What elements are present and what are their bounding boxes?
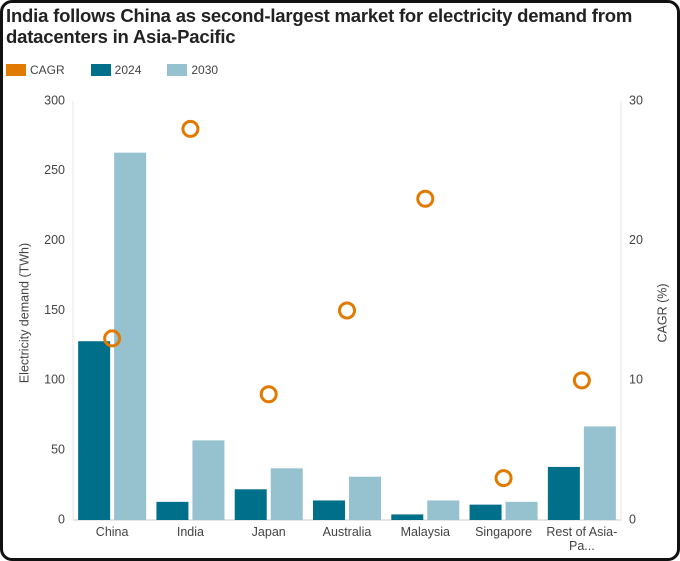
bar (547, 466, 580, 520)
bar (583, 426, 616, 520)
legend-swatch (167, 64, 188, 76)
marker (181, 119, 200, 138)
y2-tick-label: 20 (629, 233, 643, 247)
marker (259, 385, 278, 404)
y2-tick-label: 30 (629, 93, 643, 107)
legend-label: 2024 (114, 63, 142, 77)
legend-label: 2030 (191, 63, 219, 77)
legend-item: 2024 (90, 63, 142, 77)
marker (103, 329, 122, 348)
y-tick-label: 250 (44, 163, 65, 177)
x-tick-label: Malaysia (400, 525, 450, 539)
bar (427, 500, 460, 520)
bar (505, 501, 538, 520)
bar (469, 504, 502, 520)
bar (192, 440, 225, 520)
bar (313, 500, 345, 520)
y-tick-label: 300 (44, 93, 65, 107)
legend-item: 2030 (167, 63, 218, 77)
marker (494, 469, 513, 488)
x-tick-label: China (95, 525, 129, 539)
legend-swatch (6, 64, 26, 76)
marker (338, 301, 356, 320)
y2-tick-label: 10 (629, 373, 643, 387)
x-tick-label: Singapore (475, 525, 533, 539)
legend-label: CAGR (30, 63, 65, 77)
chart: Electricity demand (TWh) CAGR (%) 050100… (17, 93, 669, 526)
y-tick-label: 50 (51, 442, 65, 456)
y-tick-label: 200 (44, 233, 65, 247)
bar (156, 501, 189, 520)
bar (349, 476, 381, 520)
y-tick-label: 150 (44, 303, 65, 317)
y-tick-label: 0 (58, 512, 65, 526)
legend-item: CAGR (6, 63, 65, 77)
x-tick-label: Rest of Asia-Pa... (546, 525, 618, 553)
y2-axis-title: CAGR (%) (655, 283, 669, 342)
x-tick-label: India (176, 525, 204, 539)
x-tick-label: Japan (251, 525, 286, 539)
bar (78, 341, 111, 520)
y-axis-title: Electricity demand (TWh) (17, 243, 31, 383)
bar (234, 489, 267, 520)
bar (270, 468, 303, 520)
y2-tick-label: 0 (629, 512, 636, 526)
legend: CAGR 2024 2030 (6, 63, 218, 77)
marker (572, 371, 591, 390)
chart-title: India follows China as second-largest ma… (6, 5, 633, 47)
x-tick-label: Australia (322, 525, 372, 539)
y-tick-label: 100 (44, 373, 65, 387)
bar (391, 514, 424, 520)
marker (416, 189, 435, 208)
legend-swatch (90, 64, 111, 76)
